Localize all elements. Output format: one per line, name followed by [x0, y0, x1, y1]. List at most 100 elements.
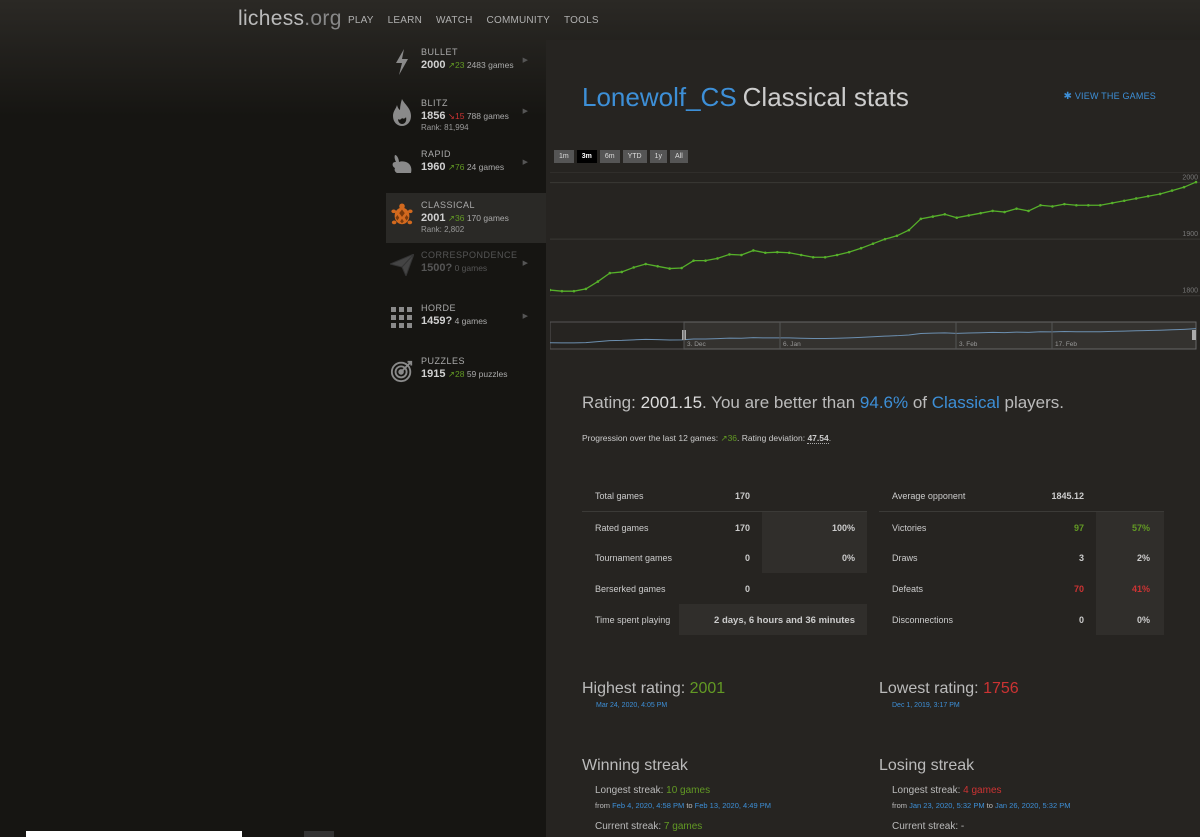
- table-row: Time spent playing 2 days, 6 hours and 3…: [595, 615, 855, 626]
- page-title: Lonewolf_CS Classical stats: [582, 82, 909, 112]
- navigator-series: [550, 328, 1197, 344]
- table-row: Average opponent 1845.12: [892, 491, 1084, 501]
- target-icon: [390, 357, 414, 385]
- table-row: Disconnections 0 0%: [892, 615, 1150, 625]
- lowest-rating: Lowest rating: 1756: [879, 680, 1019, 697]
- range-button-all[interactable]: All: [670, 150, 688, 163]
- rating-point: [608, 271, 612, 275]
- table-row: Victories 97 57%: [879, 511, 1164, 542]
- rating-point: [883, 237, 887, 241]
- games-count-table: Total games 170 Rated games 170 100% Tou…: [582, 480, 867, 635]
- chevron-right-icon: ▶: [522, 159, 528, 166]
- range-button-1y[interactable]: 1y: [649, 150, 667, 163]
- rating-chart[interactable]: 1800 1900 2000 3. Dec 6. Jan 3. Feb 17. Feb: [550, 172, 1200, 352]
- win-from-link[interactable]: Feb 4, 2020, 4:58 PM: [612, 801, 685, 810]
- highest-rating-date-link[interactable]: Mar 24, 2020, 4:05 PM: [596, 702, 668, 709]
- pct-cell-bg: [762, 511, 867, 573]
- main-nav: PLAY LEARN WATCH COMMUNITY TOOLS: [348, 15, 613, 26]
- sidebar-item-puzzles[interactable]: PUZZLES 1915 ↗28 59 puzzles: [386, 349, 546, 400]
- y-tick-label: 1800: [1182, 288, 1198, 295]
- win-current-streak: Current streak: 7 games: [595, 821, 703, 832]
- losing-streak-title: Losing streak: [879, 757, 975, 774]
- chevron-right-icon: ▶: [522, 57, 528, 64]
- nav-tools[interactable]: TOOLS: [564, 15, 599, 26]
- view-games-link[interactable]: ✱ VIEW THE GAMES: [1063, 91, 1156, 102]
- y-tick-label: 2000: [1182, 175, 1198, 182]
- site-logo[interactable]: lichess.org: [238, 7, 342, 30]
- rating-point: [1015, 207, 1018, 210]
- win-longest-streak: Longest streak: 10 games: [595, 785, 711, 796]
- rating-deviation: 47.54: [807, 433, 829, 444]
- up-arrow-icon: ↗: [447, 162, 455, 172]
- results-table: Average opponent 1845.12 Victories 97 57…: [879, 480, 1164, 635]
- nav-watch[interactable]: WATCH: [436, 15, 473, 26]
- time-cell-bg: [679, 604, 867, 635]
- variant-link[interactable]: Classical: [931, 393, 1000, 412]
- rating-point: [967, 214, 971, 217]
- nav-play[interactable]: PLAY: [348, 15, 374, 26]
- sidebar-item-rapid[interactable]: RAPID 1960 ↗76 24 games ▶: [386, 142, 546, 193]
- rating-point: [871, 242, 875, 245]
- rating-point: [1098, 203, 1102, 207]
- scrollbar-strip: [26, 831, 242, 837]
- rating-point: [740, 253, 743, 257]
- sidebar-item-horde[interactable]: HORDE 1459? 4 games ▶: [386, 296, 546, 347]
- table-row: Draws 3 2%: [892, 553, 1150, 563]
- pct-cell-bg: [1096, 511, 1164, 635]
- rating-point: [716, 257, 719, 260]
- win-to-link[interactable]: Feb 13, 2020, 4:49 PM: [694, 801, 771, 810]
- horde-grid-icon: [390, 304, 414, 332]
- rating-point: [1194, 180, 1198, 184]
- turtle-icon: [390, 201, 414, 229]
- navigator-label: 17. Feb: [1055, 341, 1077, 348]
- paper-plane-icon: [390, 251, 414, 279]
- range-button-1m[interactable]: 1m: [554, 150, 574, 163]
- lose-to-link[interactable]: Jan 26, 2020, 5:32 PM: [995, 801, 1071, 810]
- rating-series-line: [550, 181, 1197, 292]
- rabbit-icon: [390, 150, 414, 178]
- rating-point: [895, 234, 899, 238]
- range-button-3m[interactable]: 3m: [576, 150, 597, 163]
- navigator-selection: [683, 321, 1197, 350]
- chevron-right-icon: ▶: [522, 260, 528, 267]
- rating-point: [847, 250, 851, 254]
- rating-point: [752, 249, 755, 252]
- rating-point: [692, 259, 695, 262]
- up-arrow-icon: ↗: [447, 369, 455, 379]
- rating-summary: Rating: 2001.15. You are better than 94.…: [582, 393, 1065, 412]
- sidebar-item-bullet[interactable]: BULLET 2000 ↗23 2483 games ▶: [386, 40, 546, 91]
- lowest-rating-date-link[interactable]: Dec 1, 2019, 3:17 PM: [892, 702, 960, 709]
- up-arrow-icon: ↗: [447, 60, 455, 70]
- sidebar-item-correspondence[interactable]: CORRESPONDENCE 1500? 0 games ▶: [386, 243, 546, 294]
- rating-point: [1122, 199, 1126, 203]
- rating-point: [764, 251, 767, 255]
- range-button-6m[interactable]: 6m: [599, 150, 620, 163]
- lose-longest-streak: Longest streak: 4 games: [892, 785, 1002, 796]
- range-button-ytd[interactable]: YTD: [622, 150, 647, 163]
- rating-point: [1027, 209, 1030, 213]
- rating-point: [979, 211, 982, 215]
- nav-learn[interactable]: LEARN: [387, 15, 422, 26]
- rating-point: [835, 253, 839, 257]
- rating-point: [596, 280, 600, 283]
- rating-point: [704, 259, 707, 262]
- chevron-right-icon: ▶: [522, 313, 528, 320]
- rating-point: [1158, 192, 1162, 196]
- sidebar-item-classical[interactable]: CLASSICAL 2001 ↗36 170 games Rank: 2,802: [386, 193, 546, 243]
- up-arrow-icon: ↗: [447, 213, 455, 223]
- nav-community[interactable]: COMMUNITY: [486, 15, 551, 26]
- rating-point: [656, 265, 659, 268]
- rating-point: [1170, 189, 1174, 192]
- rating-point: [1039, 203, 1042, 207]
- lose-from-link[interactable]: Jan 23, 2020, 5:32 PM: [909, 801, 985, 810]
- table-row: Defeats 70 41%: [892, 584, 1150, 594]
- username-link[interactable]: Lonewolf_CS: [582, 82, 737, 112]
- fire-icon: [390, 99, 414, 127]
- rating-point: [1075, 203, 1078, 207]
- rating-point: [823, 255, 827, 259]
- rating-point: [584, 287, 588, 291]
- navigator-label: 3. Dec: [687, 341, 707, 348]
- table-row: Berserked games 0: [595, 584, 750, 594]
- sidebar-item-blitz[interactable]: BLITZ 1856 ↘15 788 games Rank: 81,994 ▶: [386, 91, 546, 142]
- rating-point: [811, 255, 815, 259]
